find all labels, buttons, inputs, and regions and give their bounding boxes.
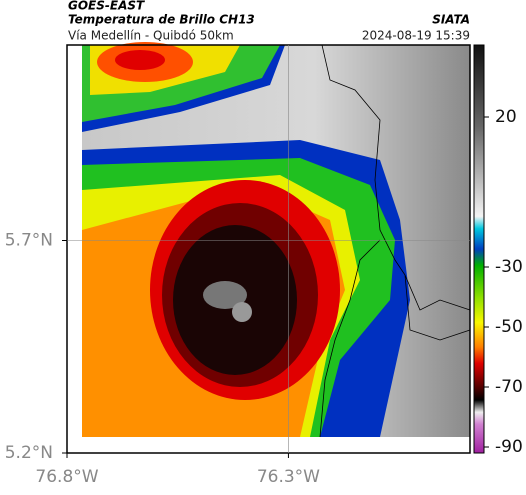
colorbar-label: 20 [495,107,517,127]
colorbar-label: -90 [495,437,523,457]
x-tick-label: 76.8°W [35,467,98,487]
subtitle: Temperatura de Brillo CH13 [68,13,255,27]
map-frame [66,44,471,454]
colorbar [473,44,485,454]
title: GOES-EAST [68,0,145,13]
satellite-field [82,42,471,438]
timestamp: 2024-08-19 15:39 [362,29,470,43]
colorbar-label: -50 [495,317,523,337]
route: Vía Medellín - Quibdó 50km [68,29,234,43]
x-tick-label: 76.3°W [257,467,320,487]
y-tick-label: 5.2°N [5,443,53,463]
colorbar-label: -30 [495,257,523,277]
y-tick-label: 5.7°N [5,231,53,251]
source: SIATA [432,13,470,27]
colorbar-label: -70 [495,377,523,397]
